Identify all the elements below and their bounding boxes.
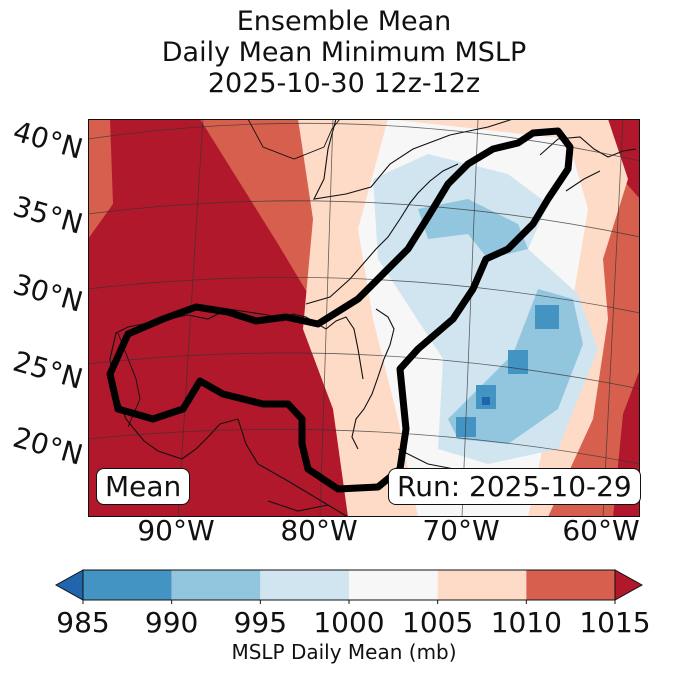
colorbar-bin-1010-1015	[526, 570, 615, 600]
colorbar-tick-label: 1000	[313, 606, 385, 639]
field-cell-under-985	[482, 397, 490, 405]
graticule-meridian	[177, 119, 204, 517]
map-frame	[88, 119, 640, 517]
graticule-parallel	[88, 428, 640, 465]
colorbar-tick-label: 1005	[402, 606, 474, 639]
field-region-990-995	[418, 199, 528, 259]
mean-label-box: Mean	[96, 468, 191, 505]
graticule-parallel	[88, 200, 640, 238]
colorbar-tick-label: 1010	[490, 606, 562, 639]
colorbar-bin-1005-1010	[437, 570, 527, 600]
title-line-3: 2025-10-30 12z-12z	[207, 68, 481, 99]
storm-track-contour	[106, 127, 574, 493]
lon-tick-label: 60°W	[562, 514, 640, 547]
graticule-meridian	[461, 119, 479, 517]
title-line-1: Ensemble Mean	[236, 6, 452, 37]
title-line-2: Daily Mean Minimum MSLP	[161, 37, 527, 68]
graticule-parallel	[88, 276, 640, 314]
graticule-meridian	[602, 119, 624, 517]
colorbar-bin-1000-1005	[349, 570, 438, 600]
lat-tick-label: 30°N	[9, 267, 87, 319]
colorbar-bin-985-990	[83, 570, 172, 600]
colorbar-tick-label: 995	[233, 606, 288, 639]
colorbar-bin-995-1000	[260, 570, 349, 600]
run-label-box: Run: 2025-10-29	[388, 468, 641, 505]
lat-tick-label: 40°N	[9, 114, 87, 166]
graticule-parallel	[88, 352, 640, 390]
lat-tick-label: 35°N	[9, 189, 87, 241]
field-cell-985-990	[508, 350, 528, 374]
lon-tick-label: 70°W	[422, 514, 500, 547]
colorbar	[54, 569, 644, 604]
colorbar-tick-label: 985	[56, 606, 110, 639]
graticule-parallel	[88, 122, 640, 162]
colorbar-under-arrow	[54, 569, 84, 601]
field-cell-985-990	[535, 305, 559, 329]
map-panel	[88, 119, 640, 517]
colorbar-label: MSLP Daily Mean (mb)	[231, 640, 457, 664]
chart-title: Ensemble Mean Daily Mean Minimum MSLP 20…	[0, 6, 688, 99]
colorbar-bin-990-995	[171, 570, 261, 600]
colorbar-tick-label: 990	[144, 606, 199, 639]
coastline	[539, 136, 637, 192]
lon-tick-label: 90°W	[137, 514, 215, 547]
lat-tick-label: 25°N	[9, 344, 87, 396]
colorbar-over-arrow	[614, 569, 644, 601]
lon-tick-label: 80°W	[280, 514, 358, 547]
lat-tick-label: 20°N	[9, 420, 87, 472]
colorbar-tick-label: 1015	[579, 606, 651, 639]
